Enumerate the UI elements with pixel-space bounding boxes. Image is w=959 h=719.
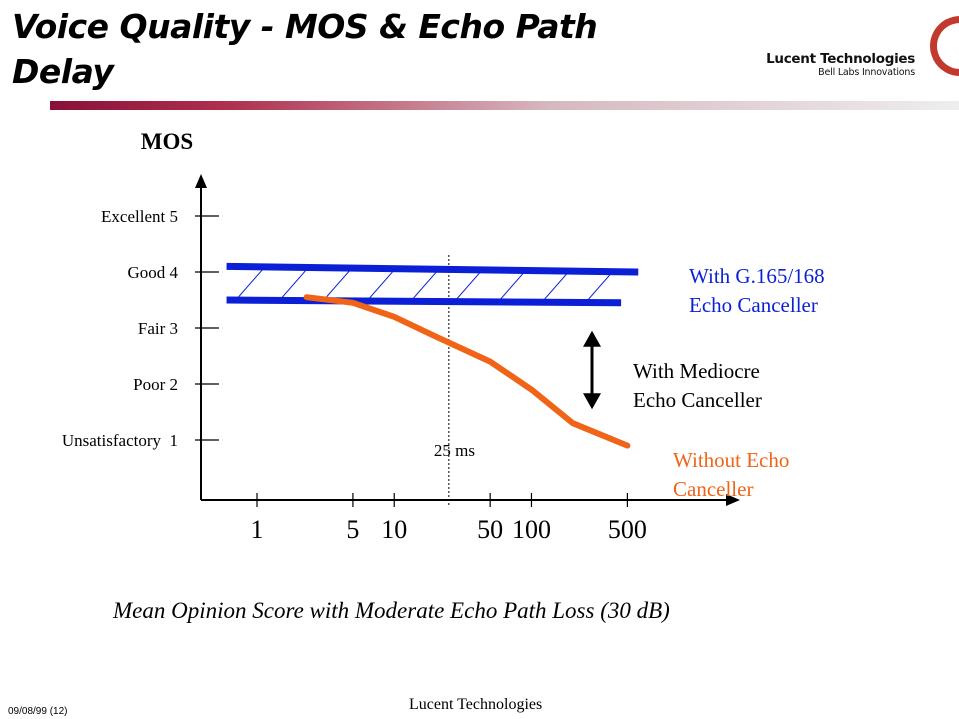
slide-title-line2: Delay <box>12 52 114 91</box>
x-tick-label: 1 <box>251 515 264 544</box>
annotation-label: Without Echo <box>673 448 789 472</box>
y-axis <box>195 174 207 500</box>
canceller-band-lower <box>226 296 622 307</box>
lucent-logo: Lucent Technologies Bell Labs Innovation… <box>763 51 959 85</box>
y-tick-label: Fair 3 <box>138 319 178 338</box>
x-axis <box>201 494 740 506</box>
x-axis-arrow <box>726 494 740 506</box>
mediocre-range-arrow <box>583 330 601 410</box>
y-tick-label: Poor 2 <box>133 375 178 394</box>
logo-name: Lucent Technologies <box>766 51 915 67</box>
no-canceller-series-line <box>303 294 631 449</box>
annotation-label: Echo Canceller <box>633 388 762 412</box>
annotation-label: Echo Canceller <box>689 293 818 317</box>
band-hatch-line <box>626 266 639 303</box>
slide-title: Voice Quality - MOS & Echo Path Delay <box>12 4 712 94</box>
footer-date-page: 09/08/99 (12) <box>8 706 68 717</box>
x-tick-label: 500 <box>608 515 647 544</box>
y-tick-label: Good 4 <box>127 263 178 282</box>
x-tick-label: 5 <box>346 515 359 544</box>
y-tick-label: Excellent 5 <box>101 207 178 226</box>
annotation-label: Canceller <box>673 477 753 501</box>
chart-caption: Mean Opinion Score with Moderate Echo Pa… <box>113 598 670 623</box>
y-axis-arrow <box>195 174 207 188</box>
mediocre-arrow-head-down <box>583 393 601 410</box>
x-tick-label: 50 <box>477 515 503 544</box>
title-underline-bar <box>50 101 959 110</box>
y-axis-label: MOS <box>141 129 193 154</box>
x-tick-label: 10 <box>381 515 407 544</box>
reference-line-label: 25 ms <box>434 441 475 460</box>
y-tick-label: Unsatisfactory 1 <box>62 431 178 450</box>
canceller-band-upper <box>226 262 639 276</box>
annotation-label: With Mediocre <box>633 359 760 383</box>
footer-company: Lucent Technologies <box>409 696 543 713</box>
slide-title-line1: Voice Quality - MOS & Echo Path <box>12 7 598 46</box>
logo-tagline: Bell Labs Innovations <box>818 67 915 78</box>
annotation-label: With G.165/168 <box>689 264 825 288</box>
band-hatch-line <box>226 266 227 303</box>
x-tick-label: 100 <box>512 515 551 544</box>
mediocre-arrow-head-up <box>583 330 601 347</box>
